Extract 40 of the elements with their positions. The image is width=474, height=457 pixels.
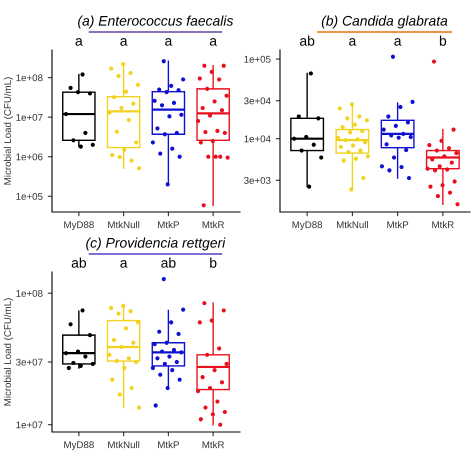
x-tick-label: MtkR <box>202 441 224 448</box>
x-tick-label: MtkP <box>387 221 408 228</box>
chart-title: (a) Enterococcus faecalis <box>78 16 234 28</box>
y-tick-label: 1e+08 <box>16 74 43 82</box>
x-tick-label: MtkR <box>202 221 224 228</box>
y-tick-label: 1e+04 <box>244 135 271 142</box>
text: a <box>349 38 356 46</box>
x-tick-label: MtkP <box>158 221 179 228</box>
x-tick-label: MtkNull <box>108 221 140 228</box>
x-tick-label: MtkP <box>158 441 179 448</box>
text: a <box>120 38 128 46</box>
y-tick-label: 1e+05 <box>16 193 43 200</box>
y-tick-label: 1e+07 <box>16 114 42 121</box>
y-tick-label: 3e+04 <box>244 97 271 104</box>
y-axis-title: Microbial Load (CFU/mL) <box>4 298 13 406</box>
y-tick-label: 1e+06 <box>16 153 43 160</box>
x-tick-label: MyD88 <box>292 221 322 230</box>
x-tick-label: MyD88 <box>64 441 94 450</box>
text: ab <box>72 258 86 268</box>
y-axis-title: Microbial Load (CFU/mL) <box>4 77 13 184</box>
y-tick-label: 1e+05 <box>244 56 271 63</box>
y-tick-label: 3e+07 <box>16 358 42 366</box>
chart-title: (b) Candida glabrata <box>322 16 448 28</box>
text: b <box>210 258 216 268</box>
text: a <box>120 260 128 268</box>
x-tick-label: MtkNull <box>108 441 140 448</box>
y-tick-label: 3e+03 <box>244 177 271 184</box>
text: a <box>76 38 83 46</box>
text: ab <box>161 258 176 268</box>
x-tick-label: MtkNull <box>336 221 368 228</box>
y-tick-label: 1e+07 <box>16 421 42 428</box>
chart-title: (c) Providencia rettgeri <box>86 238 226 250</box>
y-tick-label: 1e+08 <box>16 290 43 297</box>
text: a <box>210 38 218 46</box>
x-tick-label: MtkR <box>432 221 454 228</box>
text: ab <box>300 36 314 46</box>
text: a <box>394 38 402 46</box>
text: b <box>440 36 446 46</box>
x-tick-label: MyD88 <box>64 221 94 230</box>
text: a <box>165 38 172 46</box>
